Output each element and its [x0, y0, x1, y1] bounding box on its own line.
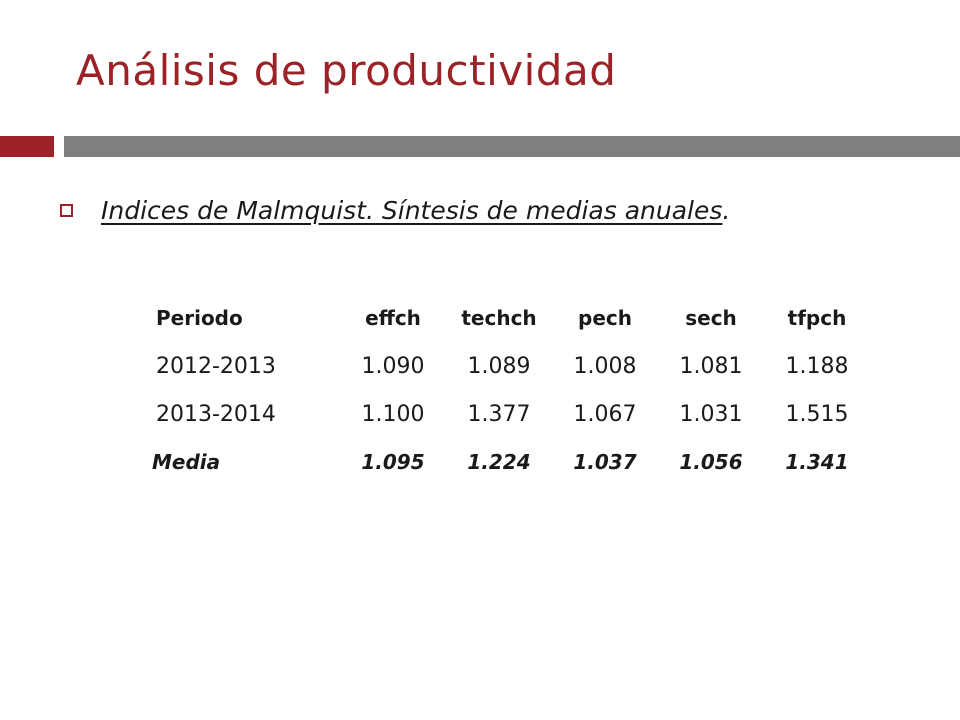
header-periodo: Periodo [156, 306, 243, 330]
row-period: 2012-2013 [156, 353, 276, 379]
mean-label: Media [152, 450, 221, 474]
row-tfpch: 1.188 [785, 353, 849, 379]
header-effch: effch [365, 306, 421, 330]
bullet-text: Indices de Malmquist. Síntesis de medias… [101, 196, 730, 225]
table-mean-row: Media 1.095 1.224 1.037 1.056 1.341 [146, 438, 870, 486]
mean-tfpch: 1.341 [785, 450, 849, 474]
title-divider-bar [64, 136, 960, 157]
row-effch: 1.090 [361, 353, 425, 379]
row-sech: 1.081 [679, 353, 743, 379]
row-period: 2013-2014 [156, 401, 276, 427]
square-bullet-icon [60, 204, 73, 217]
header-tfpch: tfpch [787, 306, 847, 330]
malmquist-table: Periodo effch techch pech sech tfpch 201… [146, 294, 870, 486]
bullet-item: Indices de Malmquist. Síntesis de medias… [60, 196, 730, 225]
row-techch: 1.089 [467, 353, 531, 379]
row-effch: 1.100 [361, 401, 425, 427]
row-pech: 1.008 [573, 353, 637, 379]
slide-title: Análisis de productividad [76, 46, 617, 95]
title-accent-bar [0, 136, 54, 157]
row-sech: 1.031 [679, 401, 743, 427]
header-sech: sech [685, 306, 737, 330]
row-tfpch: 1.515 [785, 401, 849, 427]
header-pech: pech [578, 306, 632, 330]
table-header-row: Periodo effch techch pech sech tfpch [146, 294, 870, 342]
table-row: 2012-2013 1.090 1.089 1.008 1.081 1.188 [146, 342, 870, 390]
bullet-text-tail: . [722, 196, 731, 225]
mean-techch: 1.224 [467, 450, 531, 474]
row-pech: 1.067 [573, 401, 637, 427]
bullet-text-underlined: Indices de Malmquist. Síntesis de medias… [101, 196, 723, 225]
header-techch: techch [461, 306, 537, 330]
mean-pech: 1.037 [573, 450, 637, 474]
table-row: 2013-2014 1.100 1.377 1.067 1.031 1.515 [146, 390, 870, 438]
row-techch: 1.377 [467, 401, 531, 427]
mean-sech: 1.056 [679, 450, 743, 474]
mean-effch: 1.095 [361, 450, 425, 474]
